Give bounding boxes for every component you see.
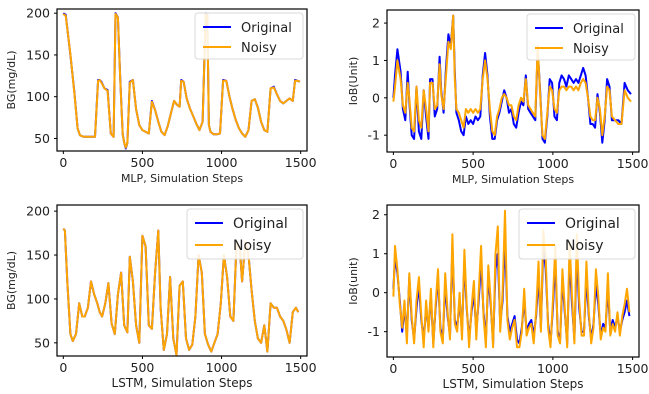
subplot-4: 0 500 1000 1500 -1 0 1 2 LSTM, Simulation Steps I…	[347, 204, 649, 391]
y-tick-label: 200	[26, 6, 50, 21]
x-axis-label: MLP, Simulation Steps	[452, 173, 574, 186]
legend-label-original: Original	[241, 21, 292, 36]
y-tick-label: 200	[26, 204, 50, 219]
legend-label-original: Original	[565, 216, 620, 232]
x-tick-label: 500	[461, 156, 485, 171]
subplot-1: 0 500 1000 1500 50 100 150 200 MLP, Simulation S…	[5, 6, 317, 185]
axes-frame	[56, 8, 308, 152]
subplot-2: 0 500 1000 1500 -1 0 1 2 MLP, Simulation Steps Io…	[347, 9, 649, 186]
y-tick-label: -1	[368, 128, 380, 143]
axes-frame	[386, 9, 640, 153]
y-tick-label: 2	[372, 16, 380, 31]
y-axis-label: BG(mg/dL)	[5, 51, 18, 110]
plot-lines	[392, 209, 631, 349]
y-tick-label: 0	[372, 90, 380, 105]
y-tick-label: 50	[34, 335, 50, 350]
x-tick-label: 0	[59, 360, 67, 375]
y-axis-label: IoB(unit)	[347, 257, 360, 304]
legend: Original Noisy	[186, 208, 304, 260]
series-line-noisy	[62, 13, 301, 149]
x-tick-label: 0	[389, 156, 397, 171]
x-tick-label: 1500	[617, 361, 649, 376]
y-tick-label: 150	[26, 47, 50, 62]
y-tick-label: -1	[368, 324, 380, 339]
x-tick-label: 1500	[285, 360, 317, 375]
y-tick-label: 100	[26, 89, 50, 104]
legend: Original Noisy	[194, 12, 304, 60]
legend-label-noisy: Noisy	[241, 41, 277, 56]
x-tick-label: 0	[59, 155, 67, 170]
series-line-noisy	[392, 14, 632, 140]
x-tick-label: 500	[461, 361, 485, 376]
plot-lines	[62, 228, 300, 356]
y-tick-label: 50	[34, 131, 50, 146]
legend-box	[186, 208, 304, 260]
y-tick-label: 150	[26, 248, 50, 263]
x-tick-label: 1500	[285, 155, 317, 170]
x-tick-label: 1500	[617, 156, 649, 171]
legend: Original Noisy	[518, 208, 636, 260]
plot-lines	[62, 12, 301, 150]
y-axis-label: BG(mg/dL)	[5, 251, 18, 310]
y-tick-label: 0	[372, 285, 380, 300]
axes-frame	[386, 204, 640, 358]
x-axis-label: LSTM, Simulation Steps	[443, 377, 584, 391]
x-tick-label: 500	[131, 360, 155, 375]
axes-frame	[56, 204, 308, 357]
legend: Original Noisy	[526, 13, 636, 61]
x-tick-label: 1000	[537, 361, 569, 376]
x-tick-label: 500	[131, 155, 155, 170]
series-line-noisy	[62, 228, 300, 356]
x-tick-label: 1000	[537, 156, 569, 171]
y-tick-label: 1	[372, 53, 380, 68]
legend-box	[518, 208, 636, 260]
x-tick-label: 0	[389, 361, 397, 376]
y-axis-label: IoB(Unit)	[347, 57, 360, 106]
legend-label-noisy: Noisy	[573, 42, 609, 57]
plot-lines	[392, 14, 632, 144]
legend-label-original: Original	[233, 216, 288, 232]
x-tick-label: 1000	[206, 155, 238, 170]
y-tick-label: 2	[372, 207, 380, 222]
x-axis-label: MLP, Simulation Steps	[121, 172, 243, 185]
subplot-3: 0 500 1000 1500 50 100 150 200 LSTM, Simulation …	[5, 204, 317, 390]
x-axis-label: LSTM, Simulation Steps	[112, 376, 253, 390]
x-tick-label: 1000	[206, 360, 238, 375]
legend-label-original: Original	[573, 22, 624, 37]
y-tick-label: 1	[372, 246, 380, 261]
legend-label-noisy: Noisy	[565, 238, 604, 254]
y-tick-label: 100	[26, 291, 50, 306]
legend-label-noisy: Noisy	[233, 238, 272, 254]
series-line-noisy	[392, 209, 631, 349]
